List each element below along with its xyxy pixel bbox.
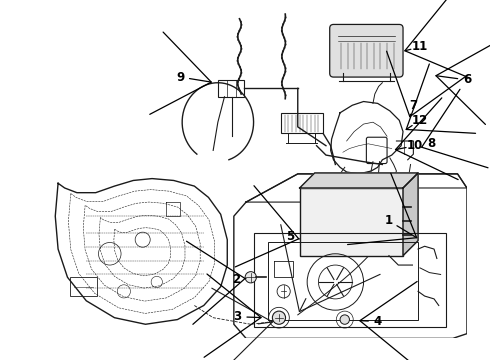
Polygon shape [403,173,418,256]
Text: 3: 3 [234,310,242,323]
Bar [218,80,244,97]
Text: 2: 2 [233,273,241,285]
Bar [70,277,97,296]
Circle shape [272,311,286,324]
Text: 1: 1 [385,215,393,228]
Text: 4: 4 [373,315,382,328]
Text: 8: 8 [427,137,435,150]
Text: 10: 10 [407,139,423,152]
FancyBboxPatch shape [330,24,403,77]
Text: 6: 6 [463,73,471,86]
Text: 11: 11 [412,40,428,54]
Text: 12: 12 [412,114,428,127]
Circle shape [245,272,256,283]
Bar [268,243,418,320]
Text: 7: 7 [409,99,417,112]
Bar [254,233,446,327]
Bar [281,113,323,134]
Text: 9: 9 [176,71,184,84]
Bar [300,188,403,256]
Circle shape [340,315,349,324]
Text: 5: 5 [286,230,294,243]
Polygon shape [300,173,418,188]
